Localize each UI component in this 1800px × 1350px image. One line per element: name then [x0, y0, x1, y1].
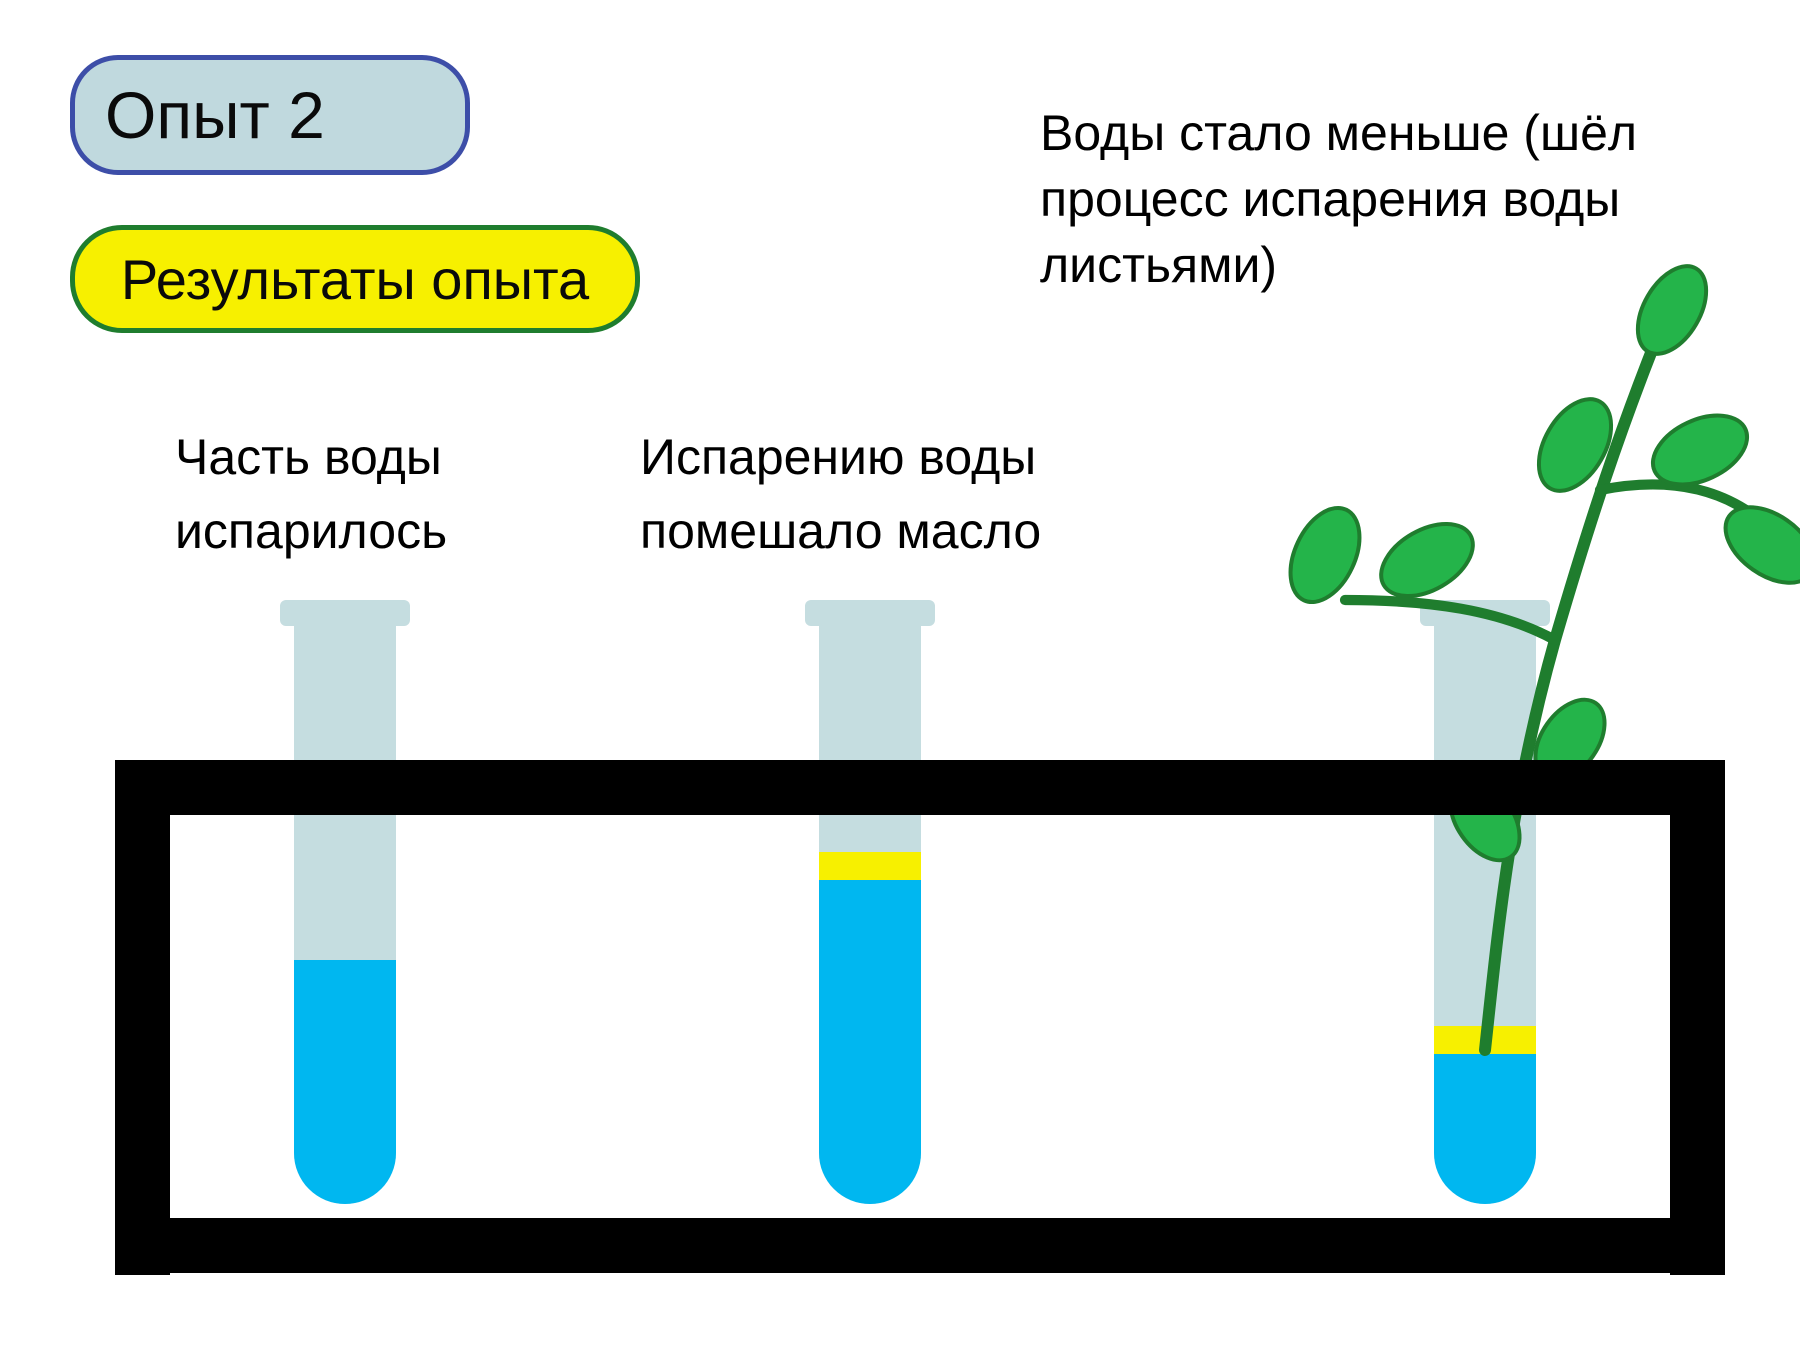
test-tubes-group [280, 600, 1550, 1204]
tube-2 [805, 600, 935, 1204]
tube-3 [1420, 600, 1550, 1204]
experiment-diagram [0, 0, 1800, 1350]
diagram-stage: Опыт 2 Результаты опыта Воды стало меньш… [0, 0, 1800, 1350]
tube-1 [280, 600, 410, 1204]
